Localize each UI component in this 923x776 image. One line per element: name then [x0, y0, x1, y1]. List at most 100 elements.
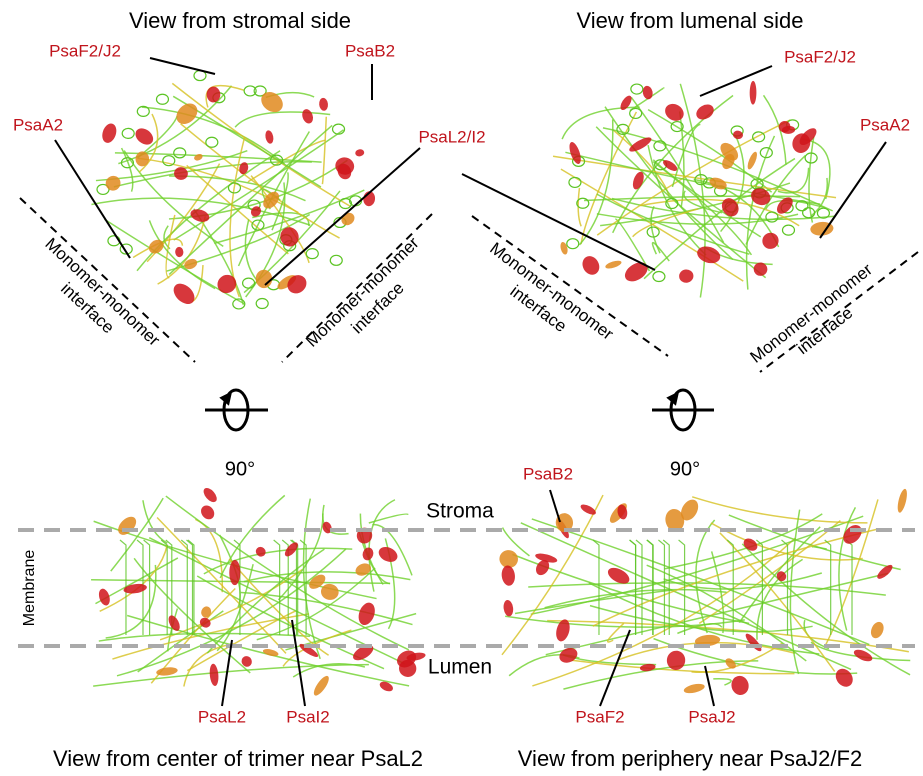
leader-line: [150, 58, 215, 74]
helix: [653, 272, 665, 282]
flexible-region: [840, 521, 866, 547]
flexible-region: [115, 513, 140, 538]
flexible-region: [355, 148, 365, 157]
interface-line: [472, 216, 668, 356]
panel-title: View from stromal side: [129, 8, 351, 33]
flexible-region: [759, 229, 782, 252]
flexible-region: [123, 583, 148, 595]
backbone: [713, 679, 731, 685]
region-label: Stroma: [426, 500, 494, 523]
flexible-region: [604, 259, 622, 270]
backbone: [812, 547, 826, 549]
flexible-region: [254, 545, 268, 559]
panel-title: View from lumenal side: [576, 8, 803, 33]
flexible-region: [189, 207, 211, 224]
helix: [243, 278, 255, 288]
rotation-icon: [205, 390, 268, 430]
flexible-region: [200, 605, 213, 619]
flexible-region: [100, 122, 119, 145]
flexible-region: [852, 647, 874, 663]
flexible-region: [320, 582, 341, 601]
flexible-region: [175, 247, 184, 258]
backbone: [562, 107, 640, 139]
backbone: [111, 498, 163, 571]
flexible-region: [729, 674, 750, 697]
flexible-region: [501, 565, 516, 587]
flexible-region: [166, 614, 182, 633]
subunit-label: PsaA2: [860, 115, 910, 134]
helix: [567, 239, 579, 249]
helix: [569, 177, 581, 187]
flexible-region: [896, 488, 909, 514]
flexible-region: [156, 666, 178, 677]
flexible-region: [750, 81, 757, 105]
flexible-region: [319, 97, 329, 111]
flexible-region: [193, 153, 204, 162]
backbone: [244, 572, 411, 582]
flexible-region: [678, 269, 694, 284]
subunit-label: PsaL2/I2: [418, 127, 485, 146]
helix: [206, 137, 218, 147]
flexible-region: [746, 151, 759, 171]
flexible-region: [209, 663, 220, 686]
helix: [766, 212, 778, 222]
flexible-region: [741, 536, 759, 553]
leader-line: [820, 142, 886, 238]
helix: [631, 84, 643, 94]
backbone: [502, 495, 603, 655]
flexible-region: [284, 271, 310, 297]
flexible-region: [579, 503, 597, 517]
helix: [122, 128, 134, 138]
flexible-region: [732, 130, 743, 140]
flexible-region: [743, 632, 763, 654]
helix: [658, 540, 664, 635]
backbone: [742, 544, 910, 675]
region-label: Membrane: [21, 550, 38, 627]
flexible-region: [264, 130, 274, 145]
flexible-region: [361, 546, 375, 561]
rotation-label: 90°: [225, 458, 255, 480]
protein-renderings: [91, 71, 910, 698]
helix: [782, 225, 794, 235]
figure: View from stromal side View from lumenal…: [0, 0, 923, 776]
flexible-region: [214, 271, 240, 296]
flexible-region: [255, 270, 272, 289]
leader-line: [550, 490, 560, 522]
region-label: Lumen: [428, 656, 492, 679]
backbone: [204, 548, 352, 574]
backbone: [653, 243, 670, 261]
flexible-region: [97, 587, 112, 606]
flexible-region: [869, 620, 886, 640]
helix: [330, 255, 342, 265]
subunit-label: PsaA2: [13, 115, 63, 134]
rotation-icon: [652, 390, 714, 430]
helix: [306, 249, 318, 259]
flexible-region: [579, 253, 602, 278]
flexible-region: [694, 101, 717, 122]
helix: [163, 156, 175, 166]
flexible-region: [503, 599, 515, 617]
subunit-label: PsaI2: [286, 707, 329, 726]
backbone: [369, 500, 395, 592]
flexible-region: [683, 682, 706, 695]
flexible-region: [832, 665, 856, 690]
panel-caption: View from center of trimer near PsaL2: [53, 746, 423, 771]
flexible-region: [356, 600, 378, 627]
subunit-label: PsaB2: [345, 41, 395, 60]
backbone: [692, 497, 867, 523]
backbone: [100, 545, 167, 611]
subunit-label: PsaJ2: [688, 707, 735, 726]
flexible-region: [201, 486, 219, 505]
flexible-region: [170, 280, 199, 308]
backbone: [166, 496, 409, 650]
backbone: [235, 112, 330, 127]
flexible-region: [146, 237, 166, 256]
backbone: [230, 137, 245, 297]
backbone: [245, 219, 257, 280]
helix: [803, 208, 815, 218]
flexible-region: [621, 258, 651, 285]
subunit-label: PsaF2/J2: [49, 41, 121, 60]
flexible-region: [642, 85, 654, 100]
panel-caption: View from periphery near PsaJ2/F2: [518, 746, 862, 771]
helix: [256, 298, 268, 308]
